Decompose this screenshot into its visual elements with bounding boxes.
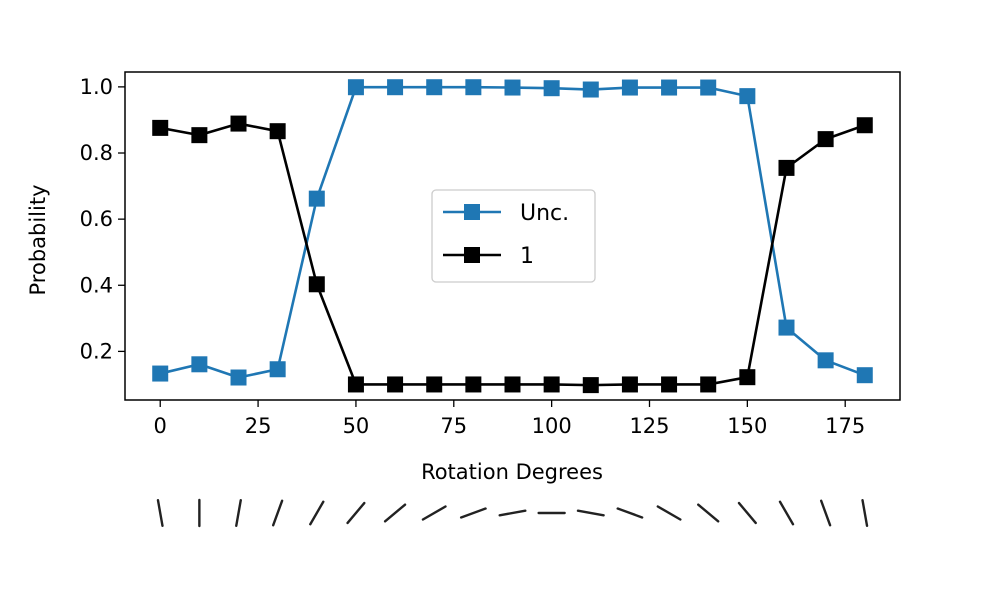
rotation-glyph <box>421 505 447 521</box>
data-point <box>582 377 599 394</box>
legend-entry: Unc. <box>443 201 569 226</box>
plot-area-border <box>124 71 901 401</box>
x-tick-label: 0 <box>154 414 167 438</box>
data-point <box>504 79 521 96</box>
ticks: 0 25 50 75 100 125 150 175 0.2 0.4 0.6 0.8 1.0 <box>80 75 866 438</box>
data-point <box>700 79 717 96</box>
rotation-glyph <box>616 507 644 519</box>
x-tick-label: 100 <box>532 414 572 438</box>
x-tick-label: 175 <box>825 414 865 438</box>
x-tick-label: 125 <box>629 414 669 438</box>
data-point <box>661 376 678 393</box>
data-point <box>856 117 873 134</box>
data-point <box>739 369 756 386</box>
rotation-glyph <box>459 507 487 519</box>
rotation-glyph <box>697 503 720 523</box>
data-point <box>269 361 286 378</box>
x-tick-label: 25 <box>245 414 272 438</box>
y-tick-label: 0.6 <box>80 207 113 231</box>
data-point <box>347 376 364 393</box>
rotation-glyph <box>235 498 242 528</box>
rotation-glyph <box>346 501 366 525</box>
y-tick-label: 0.8 <box>80 141 113 165</box>
rotation-glyph <box>383 503 407 523</box>
data-point <box>543 376 560 393</box>
data-point <box>269 123 286 140</box>
rotation-glyph-strip <box>156 498 869 528</box>
data-point <box>387 376 404 393</box>
data-point <box>308 190 325 207</box>
x-tick-label: 150 <box>727 414 767 438</box>
y-axis-label: Probability <box>26 184 50 295</box>
data-point <box>778 159 795 176</box>
series-layer <box>152 79 873 394</box>
x-tick-label: 75 <box>440 414 467 438</box>
rotation-glyph <box>737 501 757 525</box>
axes-frame <box>124 71 901 401</box>
data-point <box>152 365 169 382</box>
data-point <box>504 376 521 393</box>
data-point <box>543 80 560 97</box>
rotation-glyph <box>498 509 527 517</box>
data-point <box>230 115 247 132</box>
data-point <box>230 369 247 386</box>
data-point <box>621 79 638 96</box>
series-0 <box>152 79 873 386</box>
y-tick-label: 1.0 <box>80 75 113 99</box>
rotation-glyph <box>778 500 795 526</box>
data-point <box>621 376 638 393</box>
y-tick-label: 0.2 <box>80 339 113 363</box>
data-point <box>308 276 325 293</box>
legend-label: 1 <box>520 244 534 269</box>
data-point <box>856 367 873 384</box>
rotation-glyph <box>156 498 164 528</box>
data-point <box>582 81 599 98</box>
legend-entry: 1 <box>443 244 534 269</box>
series-1 <box>152 115 873 394</box>
data-point <box>347 79 364 96</box>
data-point <box>700 376 717 393</box>
data-point <box>426 79 443 96</box>
data-point <box>817 131 834 148</box>
data-point <box>426 376 443 393</box>
data-point <box>465 376 482 393</box>
legend-marker <box>464 247 480 263</box>
y-tick-label: 0.4 <box>80 273 113 297</box>
rotation-glyph <box>576 509 605 517</box>
data-point <box>387 79 404 96</box>
data-point <box>661 79 678 96</box>
rotation-glyph <box>819 499 832 527</box>
data-point <box>817 352 834 369</box>
data-point <box>739 88 756 105</box>
rotation-glyph <box>656 505 682 521</box>
data-point <box>152 119 169 136</box>
rotation-glyph <box>272 499 284 527</box>
legend: Unc. 1 <box>431 189 596 283</box>
x-tick-label: 50 <box>343 414 370 438</box>
rotation-glyph <box>309 500 325 526</box>
legend-marker <box>464 204 480 220</box>
legend-label: Unc. <box>520 201 569 226</box>
data-point <box>191 127 208 144</box>
data-point <box>778 319 795 336</box>
x-axis-label: Rotation Degrees <box>421 460 603 484</box>
data-point <box>465 79 482 96</box>
legend-box <box>431 189 596 283</box>
data-point <box>191 356 208 373</box>
rotation-glyph <box>861 498 869 528</box>
